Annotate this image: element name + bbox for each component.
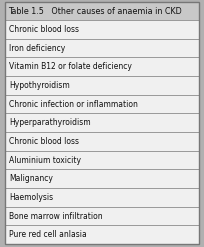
Bar bbox=[5, 132, 199, 151]
Bar bbox=[5, 113, 199, 132]
Text: Pure red cell anlasia: Pure red cell anlasia bbox=[9, 230, 87, 239]
Bar bbox=[5, 169, 199, 188]
Bar bbox=[5, 76, 199, 95]
Bar bbox=[5, 225, 199, 244]
Text: Vitamin B12 or folate deficiency: Vitamin B12 or folate deficiency bbox=[9, 62, 132, 71]
Text: Bone marrow infiltration: Bone marrow infiltration bbox=[9, 211, 103, 221]
Bar bbox=[5, 57, 199, 76]
Bar bbox=[5, 207, 199, 225]
Text: Malignancy: Malignancy bbox=[9, 174, 53, 183]
Text: Hypothyroidism: Hypothyroidism bbox=[9, 81, 70, 90]
Bar bbox=[5, 95, 199, 113]
Text: Chronic blood loss: Chronic blood loss bbox=[9, 25, 79, 34]
Text: Aluminium toxicity: Aluminium toxicity bbox=[9, 156, 81, 165]
Bar bbox=[5, 151, 199, 169]
Bar bbox=[5, 188, 199, 207]
Text: Haemolysis: Haemolysis bbox=[9, 193, 53, 202]
Bar bbox=[5, 2, 199, 20]
Text: Chronic infection or inflammation: Chronic infection or inflammation bbox=[9, 100, 138, 108]
Text: Table 1.5   Other causes of anaemia in CKD: Table 1.5 Other causes of anaemia in CKD bbox=[8, 6, 182, 16]
Text: Chronic blood loss: Chronic blood loss bbox=[9, 137, 79, 146]
Bar bbox=[5, 20, 199, 39]
Bar bbox=[5, 39, 199, 57]
Text: Hyperparathyroidism: Hyperparathyroidism bbox=[9, 118, 91, 127]
Text: Iron deficiency: Iron deficiency bbox=[9, 43, 65, 53]
